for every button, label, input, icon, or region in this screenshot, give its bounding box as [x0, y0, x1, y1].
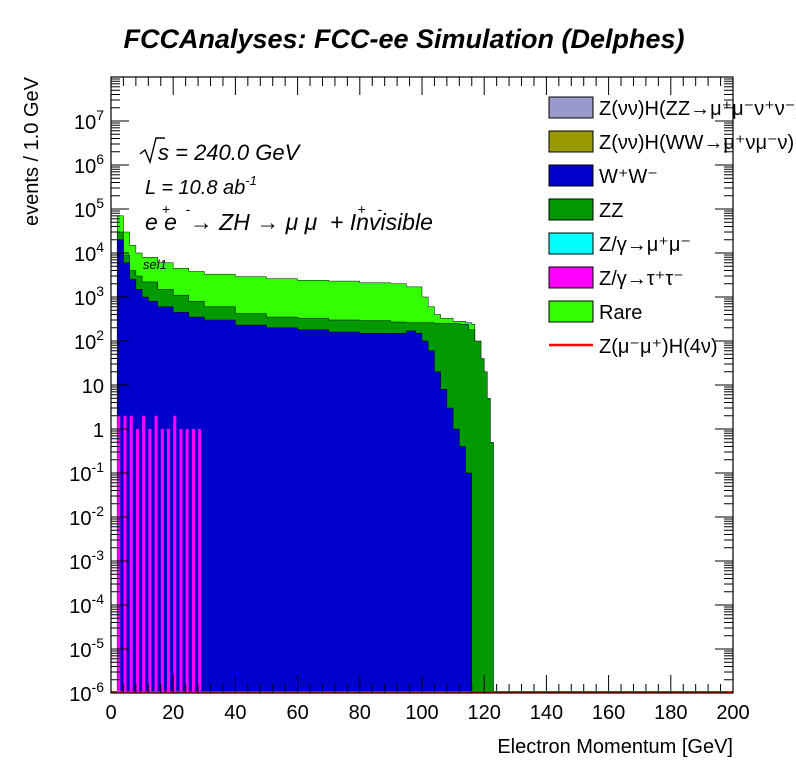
y-tick-label: 105: [74, 195, 104, 222]
legend-label: Rare: [599, 302, 642, 324]
legend-label: Z(νν)H(ZZ→μ⁺μ⁻ν⁺ν⁻): [599, 98, 796, 120]
tautau-bar: [198, 429, 202, 693]
tautau-bar: [185, 429, 189, 693]
tautau-bar: [179, 429, 183, 693]
y-tick-label: 10-1: [69, 459, 104, 486]
tautau-bar: [166, 429, 171, 693]
process-text: e e → ZH → μ μ + Invisible: [145, 209, 433, 235]
tautau-bar: [154, 415, 158, 693]
y-tick-label: 102: [74, 327, 104, 354]
legend-label: ZZ: [599, 200, 623, 222]
legend-entry: Z(νν)H(WW→μ⁺νμ⁻ν): [548, 130, 794, 154]
y-tick-label: 10-3: [69, 547, 104, 574]
x-axis-ticks: 0 20 40 60 80 100 120 140 160 180 200: [105, 77, 750, 724]
legend-entry: W⁺W⁻: [548, 164, 658, 188]
legend-entry: ZZ: [548, 198, 623, 222]
y-axis-ticks: 10-6 10-5 10-4 10-3 10-2 10-1 1 10 102 103 104 105 1…: [69, 76, 733, 706]
x-tick-label: 120: [468, 702, 501, 724]
selection-label: sel1: [143, 257, 167, 272]
legend-swatch: [548, 96, 594, 119]
legend-entry: Z(νν)H(ZZ→μ⁺μ⁻ν⁺ν⁻): [548, 96, 796, 120]
lumi-text: L = 10.8 ab-1: [145, 173, 257, 199]
legend-swatch: [548, 164, 594, 187]
x-tick-label: 180: [654, 702, 687, 724]
y-tick-label: 10-6: [69, 679, 104, 706]
chart-title: FCCAnalyses: FCC-ee Simulation (Delphes): [123, 24, 684, 54]
tautau-bar: [135, 429, 139, 693]
x-tick-label: 40: [224, 702, 246, 724]
y-tick-label: 106: [74, 151, 104, 178]
tautau-bar: [123, 415, 127, 693]
legend-swatch: [548, 300, 594, 323]
tautau-bar: [142, 415, 146, 693]
sqrt-s-annotation: s = 240.0 GeV: [139, 137, 302, 165]
tautau-bar: [129, 415, 133, 693]
legend-entry: Z/γ→μ⁺μ⁻: [548, 232, 691, 256]
area-ww: [116, 239, 475, 694]
tautau-bar: [160, 429, 164, 693]
y-tick-label: 104: [74, 239, 104, 266]
y-axis-label: events / 1.0 GeV: [21, 76, 43, 226]
tautau-bar: [191, 429, 195, 693]
tautau-bar: [173, 415, 177, 693]
process-superscripts: + - + -: [162, 201, 382, 217]
legend-entry: Z/γ→τ⁺τ⁻: [548, 266, 684, 290]
x-tick-label: 160: [592, 702, 625, 724]
legend-label: Z(μ⁻μ⁺)H(4ν): [599, 336, 718, 358]
legend-entry: Z(μ⁻μ⁺)H(4ν): [549, 336, 718, 358]
legend-entry: Rare: [548, 300, 642, 324]
legend: Z(νν)H(ZZ→μ⁺μ⁻ν⁺ν⁻) Z(νν)H(WW→μ⁺νμ⁻ν) W⁺W⁻…: [548, 96, 796, 358]
x-tick-label: 140: [530, 702, 563, 724]
legend-label: Z/γ→μ⁺μ⁻: [599, 234, 691, 256]
tautau-bar: [117, 415, 121, 693]
legend-label: W⁺W⁻: [599, 166, 658, 188]
legend-swatch: [548, 232, 594, 255]
sqrt-s-text: s = 240.0 GeV: [158, 140, 302, 165]
y-tick-label: 107: [74, 107, 104, 134]
legend-swatch: [548, 266, 594, 289]
x-tick-label: 60: [286, 702, 308, 724]
y-tick-label: 1: [93, 420, 104, 442]
legend-swatch: [548, 198, 594, 221]
tautau-bar: [148, 429, 152, 693]
histogram-areas: [111, 215, 733, 694]
y-tick-label: 10-2: [69, 503, 104, 530]
x-tick-label: 100: [405, 702, 438, 724]
x-tick-label: 200: [716, 702, 749, 724]
x-tick-label: 80: [349, 702, 371, 724]
y-tick-label: 103: [74, 283, 104, 310]
tautau-spikes: [117, 415, 202, 693]
x-tick-label: 20: [162, 702, 184, 724]
legend-label: Z(νν)H(WW→μ⁺νμ⁻ν): [599, 132, 794, 154]
legend-swatch: [548, 130, 594, 153]
y-tick-label: 10-5: [69, 635, 104, 662]
y-tick-label: 10-4: [69, 591, 104, 618]
legend-label: Z/γ→τ⁺τ⁻: [599, 268, 684, 290]
sqrt-symbol-icon: [139, 137, 165, 165]
x-tick-label: 0: [105, 702, 116, 724]
x-axis-label: Electron Momentum [GeV]: [497, 736, 733, 758]
y-tick-label: 10: [82, 376, 104, 398]
